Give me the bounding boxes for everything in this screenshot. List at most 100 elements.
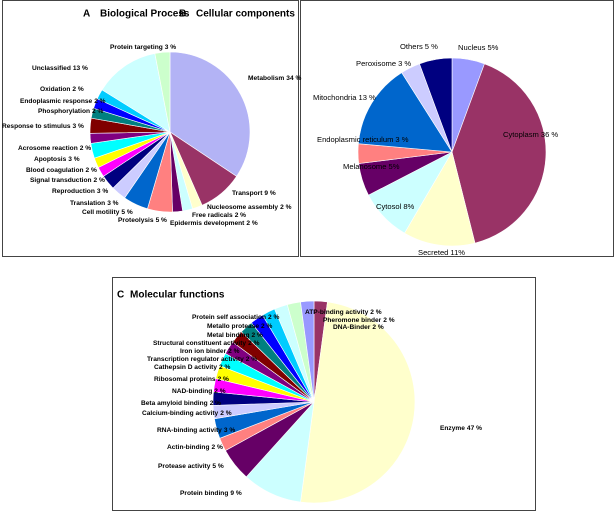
slice-category: Peroxisome	[356, 59, 396, 68]
slice-label: Melanosome 5%	[343, 162, 400, 171]
pie-slice	[419, 57, 453, 153]
slice-category: Transport	[232, 190, 263, 197]
slice-category: Translation	[70, 200, 105, 207]
slice-label: Blood coagulation 2 %	[26, 167, 97, 174]
slice-label: Unclassified 13 %	[32, 65, 88, 72]
slice-category: Cathepsin D activity	[154, 364, 217, 371]
slice-label: Metabolism 34 %	[248, 75, 301, 82]
slice-category: Signal transduction	[30, 177, 92, 184]
slice-category: Nucleosome assembly	[207, 204, 278, 211]
slice-label: Actin-binding 2 %	[167, 444, 223, 451]
slice-value-label: 2 %	[248, 340, 259, 347]
slice-value-label: 47 %	[467, 425, 482, 432]
pie-slice	[154, 51, 171, 133]
slice-category: Melanosome	[343, 162, 386, 171]
slice-label: Structural constituent activity 2 %	[153, 340, 260, 347]
slice-category: Transcription regulator activity	[147, 356, 244, 363]
pie-slice	[300, 301, 416, 504]
slice-label: Protein binding 9 %	[180, 490, 242, 497]
slice-label: Transcription regulator activity 2 %	[147, 356, 257, 363]
slice-value-label: 13 %	[73, 65, 88, 72]
slice-value-label: 3 %	[73, 123, 84, 130]
slice-value-label: 3 %	[68, 156, 79, 163]
slice-category: Nucleus	[458, 43, 486, 52]
slice-label: Beta amyloid binding 2 %	[141, 400, 221, 407]
panel-label: C	[117, 290, 124, 301]
slice-category: Actin-binding	[167, 444, 209, 451]
slice-value-label: 8%	[403, 202, 414, 211]
slice-category: Blood coagulation	[26, 167, 84, 174]
slice-label: Signal transduction 2 %	[30, 177, 105, 184]
slice-category: Cytoplasm	[503, 130, 539, 139]
slice-label: Apoptosis 3 %	[34, 156, 80, 163]
panel-frame	[300, 0, 614, 257]
slice-value-label: 9 %	[264, 190, 275, 197]
slice-category: Protein binding	[180, 490, 228, 497]
slice-value-label: 2 %	[235, 212, 246, 219]
slice-value-label: 2 %	[92, 108, 103, 115]
slice-value-label: 2 %	[246, 220, 257, 227]
slice-label: Translation 3 %	[70, 200, 119, 207]
slice-category: Endoplasmic reticulum	[317, 135, 393, 144]
slice-label: Endoplasmic response 2 %	[20, 98, 106, 105]
slice-value-label: 5 %	[212, 463, 223, 470]
slice-value-label: 13 %	[358, 93, 376, 102]
slice-value-label: 3 %	[224, 427, 235, 434]
slice-label: Calcium-binding activity 2 %	[142, 410, 232, 417]
slice-category: Response to stimulus	[2, 123, 71, 130]
slice-label: Metallo protease 2 %	[207, 323, 273, 330]
slice-value-label: 34 %	[286, 75, 301, 82]
slice-value-label: 5%	[487, 43, 498, 52]
slice-label: Cathepsin D activity 2 %	[154, 364, 231, 371]
panel-frame	[112, 277, 536, 511]
slice-label: Secreted 11%	[418, 248, 465, 257]
slice-value-label: 2 %	[219, 364, 230, 371]
slice-label: Enzyme 47 %	[440, 425, 482, 432]
slice-label: DNA-Binder 2 %	[333, 324, 384, 331]
slice-label: Others 5 %	[400, 42, 438, 51]
slice-label: Reproduction 3 %	[52, 188, 108, 195]
slice-value-label: 2 %	[220, 410, 231, 417]
slice-label: Protease activity 5 %	[158, 463, 224, 470]
slice-label: Mitochondria 13 %	[313, 93, 376, 102]
slice-label: RNA-binding activity 3 %	[157, 427, 235, 434]
slice-category: Reproduction	[52, 188, 95, 195]
slice-category: Endoplasmic response	[20, 98, 93, 105]
slice-category: Epidermis development	[170, 220, 245, 227]
slice-category: NAD-binding	[172, 388, 212, 395]
slice-label: NAD-binding 2 %	[172, 388, 226, 395]
slice-label: Transport 9 %	[232, 190, 276, 197]
slice-value-label: 2 %	[218, 376, 229, 383]
slice-category: Apoptosis	[34, 156, 67, 163]
slice-label: Nucleus 5%	[458, 43, 499, 52]
slice-category: Phosphorylation	[38, 108, 90, 115]
slice-label: Cell motility 5 %	[82, 209, 133, 216]
slice-category: Secreted	[418, 248, 448, 257]
slice-label: Phosphorylation 2 %	[38, 108, 104, 115]
slice-value-label: 2 %	[94, 177, 105, 184]
chart-title: Cellular components	[196, 9, 295, 20]
slice-category: ATP-binding activity	[305, 309, 369, 316]
slice-label: Acrosome reaction 2 %	[18, 145, 91, 152]
slice-value-label: 2 %	[372, 324, 383, 331]
slice-value-label: 2 %	[228, 348, 239, 355]
slice-category: Acrosome reaction	[18, 145, 78, 152]
slice-category: Calcium-binding activity	[142, 410, 219, 417]
slice-label: Cytoplasm 36 %	[503, 130, 558, 139]
slice-value-label: 2 %	[261, 323, 272, 330]
slice-label: Ribosomal proteins 2 %	[154, 376, 229, 383]
slice-label: Endoplasmic reticulum 3 %	[317, 135, 409, 144]
slice-category: Metal binding	[207, 332, 250, 339]
slice-category: Cytosol	[376, 202, 402, 211]
slice-category: Unclassified	[32, 65, 71, 72]
slice-value-label: 2 %	[252, 332, 263, 339]
slice-category: DNA-Binder	[333, 324, 371, 331]
slice-category: Others	[400, 42, 423, 51]
slice-value-label: 9 %	[230, 490, 241, 497]
panel-label: A	[83, 9, 90, 20]
slice-label: Free radicals 2 %	[192, 212, 246, 219]
slice-label: ATP-binding activity 2 %	[305, 309, 382, 316]
slice-category: Pheromone binder	[323, 317, 382, 324]
slice-label: Nucleosome assembly 2 %	[207, 204, 292, 211]
